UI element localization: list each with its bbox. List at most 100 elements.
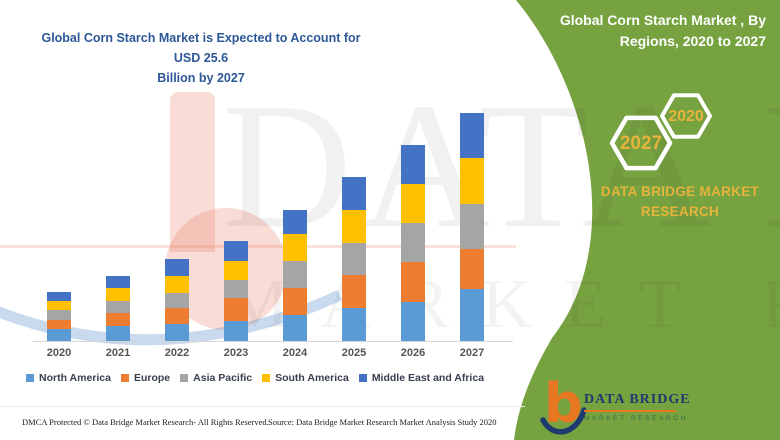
- bar-segment-asia-pacific: [165, 293, 189, 309]
- panel-brand-line2: RESEARCH: [640, 204, 720, 219]
- x-axis-label-2025: 2025: [341, 347, 367, 359]
- bar-segment-south-america: [106, 288, 130, 301]
- bar-segment-asia-pacific: [47, 309, 71, 320]
- x-axis-label-2021: 2021: [105, 347, 131, 359]
- bar-2021: [106, 275, 130, 341]
- hexagon-2027-label: 2027: [619, 133, 663, 154]
- x-axis-label-2022: 2022: [164, 347, 190, 359]
- bar-segment-south-america: [401, 184, 425, 224]
- chart-title-line2: Billion by 2027: [157, 71, 245, 85]
- bar-2024: [283, 210, 307, 341]
- logo-swoosh-icon: [540, 407, 586, 435]
- legend-label: Asia Pacific: [193, 372, 253, 384]
- footer-copyright: DMCA Protected © Data Bridge Market Rese…: [22, 417, 269, 427]
- legend-item-north-america: North America: [26, 372, 111, 384]
- legend-label: North America: [39, 372, 111, 384]
- bar-segment-north-america: [283, 315, 307, 341]
- plot-area: [35, 100, 513, 341]
- legend-label: South America: [275, 372, 349, 384]
- bar-segment-north-america: [401, 301, 425, 341]
- hexagon-2020-icon: [660, 93, 712, 139]
- bar-segment-middle-east-and-africa: [224, 241, 248, 261]
- bar-segment-europe: [106, 313, 130, 326]
- bar-2025: [342, 177, 366, 341]
- bar-segment-middle-east-and-africa: [342, 177, 366, 211]
- bar-segment-south-america: [460, 157, 484, 204]
- legend-label: Europe: [133, 372, 171, 384]
- bar-segment-asia-pacific: [283, 260, 307, 288]
- bar-segment-north-america: [106, 325, 130, 341]
- bar-segment-asia-pacific: [342, 243, 366, 276]
- x-axis-labels: 2020 2021 2022 2023 2024 2025 2026 2027: [35, 347, 513, 361]
- panel-title-line2: Regions, 2020 to 2027: [619, 33, 766, 49]
- legend: North America Europe Asia Pacific South Ame…: [26, 372, 520, 384]
- bar-segment-south-america: [165, 276, 189, 294]
- logo-underline: [584, 410, 676, 412]
- footer-source: Source: Data Bridge Market Research Mark…: [268, 417, 497, 427]
- legend-swatch-icon: [120, 374, 129, 382]
- chart-title: Global Corn Starch Market is Expected to…: [36, 28, 366, 88]
- bar-segment-asia-pacific: [401, 223, 425, 262]
- legend-swatch-icon: [180, 374, 189, 382]
- bar-segment-north-america: [47, 329, 71, 341]
- legend-swatch-icon: [358, 374, 367, 382]
- legend-item-asia-pacific: Asia Pacific: [180, 372, 252, 384]
- bar-segment-north-america: [224, 321, 248, 341]
- bar-segment-europe: [283, 287, 307, 316]
- bar-segment-north-america: [460, 289, 484, 341]
- bar-segment-middle-east-and-africa: [460, 113, 484, 158]
- legend-item-middle-east-and-africa: Middle East and Africa: [358, 372, 485, 384]
- hexagon-2027-icon: [609, 115, 673, 171]
- x-axis-label-2027: 2027: [459, 347, 485, 359]
- legend-item-europe: Europe: [120, 372, 171, 384]
- x-axis-label-2023: 2023: [223, 347, 249, 359]
- bar-segment-north-america: [342, 308, 366, 341]
- bar-2027: [460, 113, 484, 341]
- panel-brand-text: DATA BRIDGE MARKET RESEARCH: [590, 182, 770, 222]
- bar-2023: [224, 241, 248, 341]
- footer-divider: [0, 406, 525, 407]
- bar-segment-europe: [401, 261, 425, 302]
- bar-segment-middle-east-and-africa: [106, 275, 130, 289]
- bar-segment-europe: [165, 308, 189, 325]
- green-panel-shape: [514, 0, 780, 440]
- bar-segment-middle-east-and-africa: [401, 145, 425, 185]
- logo-subtitle: MARKET RESEARCH: [584, 415, 688, 422]
- bar-segment-south-america: [342, 210, 366, 244]
- chart-title-line1: Global Corn Starch Market is Expected to…: [41, 31, 361, 65]
- panel-title-line1: Global Corn Starch Market , By: [559, 12, 766, 28]
- bar-segment-europe: [342, 275, 366, 309]
- bar-segment-middle-east-and-africa: [47, 292, 71, 301]
- legend-label: Middle East and Africa: [371, 372, 485, 384]
- bar-segment-asia-pacific: [106, 300, 130, 314]
- bar-segment-north-america: [165, 324, 189, 341]
- bar-2020: [47, 292, 71, 341]
- company-logo: b DATA BRIDGE MARKET RESEARCH: [540, 372, 690, 440]
- logo-name: DATA BRIDGE: [584, 392, 691, 407]
- bar-segment-south-america: [224, 260, 248, 280]
- logo-mark-icon: b: [540, 372, 586, 440]
- x-axis-line: [33, 341, 513, 342]
- bar-segment-south-america: [283, 234, 307, 261]
- bar-segment-middle-east-and-africa: [283, 210, 307, 235]
- bar-segment-middle-east-and-africa: [165, 259, 189, 277]
- bar-segment-europe: [224, 298, 248, 322]
- x-axis-label-2020: 2020: [46, 347, 72, 359]
- bar-segment-south-america: [47, 300, 71, 310]
- bar-segment-asia-pacific: [460, 203, 484, 250]
- bar-segment-europe: [47, 319, 71, 330]
- x-axis-label-2024: 2024: [282, 347, 308, 359]
- hexagon-2020-label: 2020: [668, 108, 704, 125]
- bar-2022: [165, 259, 189, 341]
- legend-swatch-icon: [262, 374, 271, 382]
- panel-title: Global Corn Starch Market , By Regions, …: [486, 10, 766, 52]
- legend-swatch-icon: [26, 374, 34, 382]
- logo-text-block: DATA BRIDGE MARKET RESEARCH: [584, 392, 691, 422]
- panel-brand-line1: DATA BRIDGE MARKET: [600, 184, 760, 199]
- x-axis-label-2026: 2026: [400, 347, 426, 359]
- bar-segment-asia-pacific: [224, 279, 248, 299]
- bar-2026: [401, 145, 425, 341]
